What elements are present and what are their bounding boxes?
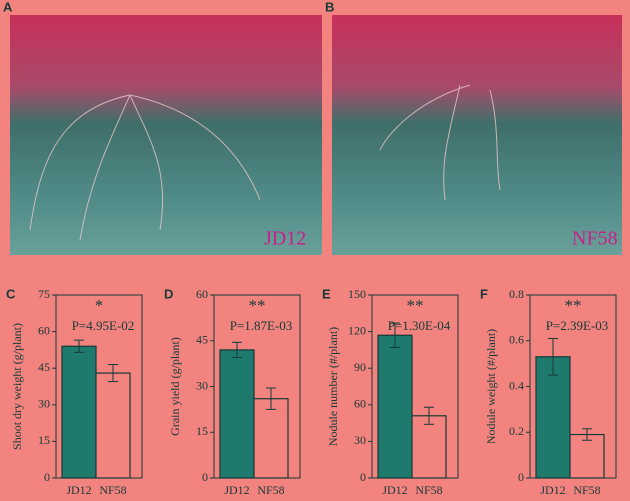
x-tick-label: NF58: [99, 483, 126, 497]
bar: [219, 349, 255, 479]
y-tick-label: 0: [202, 470, 208, 484]
x-tick-label: NF58: [415, 483, 442, 497]
y-tick-label: 0: [518, 470, 524, 484]
p-value: P=4.95E-02: [72, 318, 135, 333]
y-tick-label: 75: [38, 287, 50, 301]
panel-letter: C: [6, 286, 16, 301]
y-tick-label: 0: [360, 470, 366, 484]
panel-letter: F: [480, 286, 488, 301]
y-tick-label: 45: [196, 333, 208, 347]
y-tick-label: 15: [196, 424, 208, 438]
y-tick-label: 30: [196, 378, 208, 392]
significance: **: [249, 296, 266, 315]
y-tick-label: 45: [38, 360, 50, 374]
x-tick-label: NF58: [257, 483, 284, 497]
y-tick-label: 60: [354, 397, 366, 411]
y-tick-label: 30: [354, 433, 366, 447]
bar: [569, 433, 605, 479]
bar: [377, 334, 413, 479]
significance: **: [565, 296, 582, 315]
x-tick-label: NF58: [573, 483, 600, 497]
p-value: P=1.87E-03: [230, 318, 293, 333]
bar: [95, 372, 131, 479]
y-tick-label: 0: [44, 470, 50, 484]
y-axis-label: Nodule number (#/plant): [326, 327, 340, 446]
y-tick-label: 30: [38, 397, 50, 411]
y-tick-label: 150: [348, 287, 366, 301]
p-value: P=1.30E-04: [388, 318, 451, 333]
photo-jd12: [10, 15, 322, 255]
y-tick-label: 90: [354, 360, 366, 374]
y-axis-label: Nodule weight (#/plant): [484, 329, 498, 444]
photo-label: NF58: [572, 228, 618, 250]
significance: **: [407, 296, 424, 315]
significance: *: [95, 296, 104, 315]
y-tick-label: 0.8: [509, 287, 524, 301]
y-tick-label: 0.6: [509, 333, 524, 347]
y-axis-label: Grain yield (g/plant): [168, 337, 182, 436]
y-tick-label: 0.2: [509, 424, 524, 438]
panel-letter: D: [164, 286, 173, 301]
bar: [253, 398, 289, 479]
panel-letter: B: [325, 0, 334, 14]
y-tick-label: 0.4: [509, 378, 524, 392]
bar: [411, 415, 447, 479]
y-axis-label: Shoot dry weight (g/plant): [10, 323, 24, 450]
y-tick-label: 15: [38, 433, 50, 447]
photo-nf58: [332, 15, 622, 255]
photo-label: JD12: [264, 228, 306, 250]
x-tick-label: JD12: [66, 483, 91, 497]
bar: [535, 356, 571, 479]
panel-letter: A: [3, 0, 13, 14]
roots: [29, 84, 501, 241]
x-tick-label: JD12: [540, 483, 565, 497]
x-tick-label: JD12: [224, 483, 249, 497]
x-tick-label: JD12: [382, 483, 407, 497]
y-tick-label: 60: [196, 287, 208, 301]
bar: [61, 345, 97, 479]
y-tick-label: 120: [348, 323, 366, 337]
p-value: P=2.39E-03: [546, 318, 609, 333]
panel-letter: E: [322, 286, 331, 301]
y-tick-label: 60: [38, 323, 50, 337]
